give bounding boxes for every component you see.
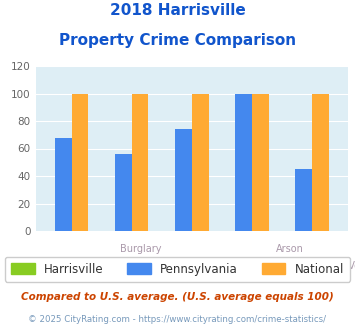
Text: Burglary: Burglary: [120, 244, 162, 254]
Bar: [115, 154, 132, 231]
Text: © 2025 CityRating.com - https://www.cityrating.com/crime-statistics/: © 2025 CityRating.com - https://www.city…: [28, 315, 327, 324]
Text: Compared to U.S. average. (U.S. average equals 100): Compared to U.S. average. (U.S. average …: [21, 292, 334, 302]
Bar: [132, 93, 148, 231]
Bar: [55, 138, 72, 231]
Bar: [192, 93, 208, 231]
Legend: Harrisville, Pennsylvania, National: Harrisville, Pennsylvania, National: [5, 257, 350, 281]
Bar: [72, 93, 88, 231]
Text: Larceny & Theft: Larceny & Theft: [177, 261, 255, 271]
Bar: [312, 93, 329, 231]
Bar: [252, 93, 269, 231]
Text: All Property Crime: All Property Crime: [22, 261, 111, 271]
Text: Motor Vehicle Theft: Motor Vehicle Theft: [317, 261, 355, 271]
Bar: [175, 129, 192, 231]
Bar: [235, 93, 252, 231]
Text: Arson: Arson: [276, 244, 304, 254]
Text: 2018 Harrisville: 2018 Harrisville: [110, 3, 245, 18]
Bar: [295, 169, 312, 231]
Text: Property Crime Comparison: Property Crime Comparison: [59, 33, 296, 48]
